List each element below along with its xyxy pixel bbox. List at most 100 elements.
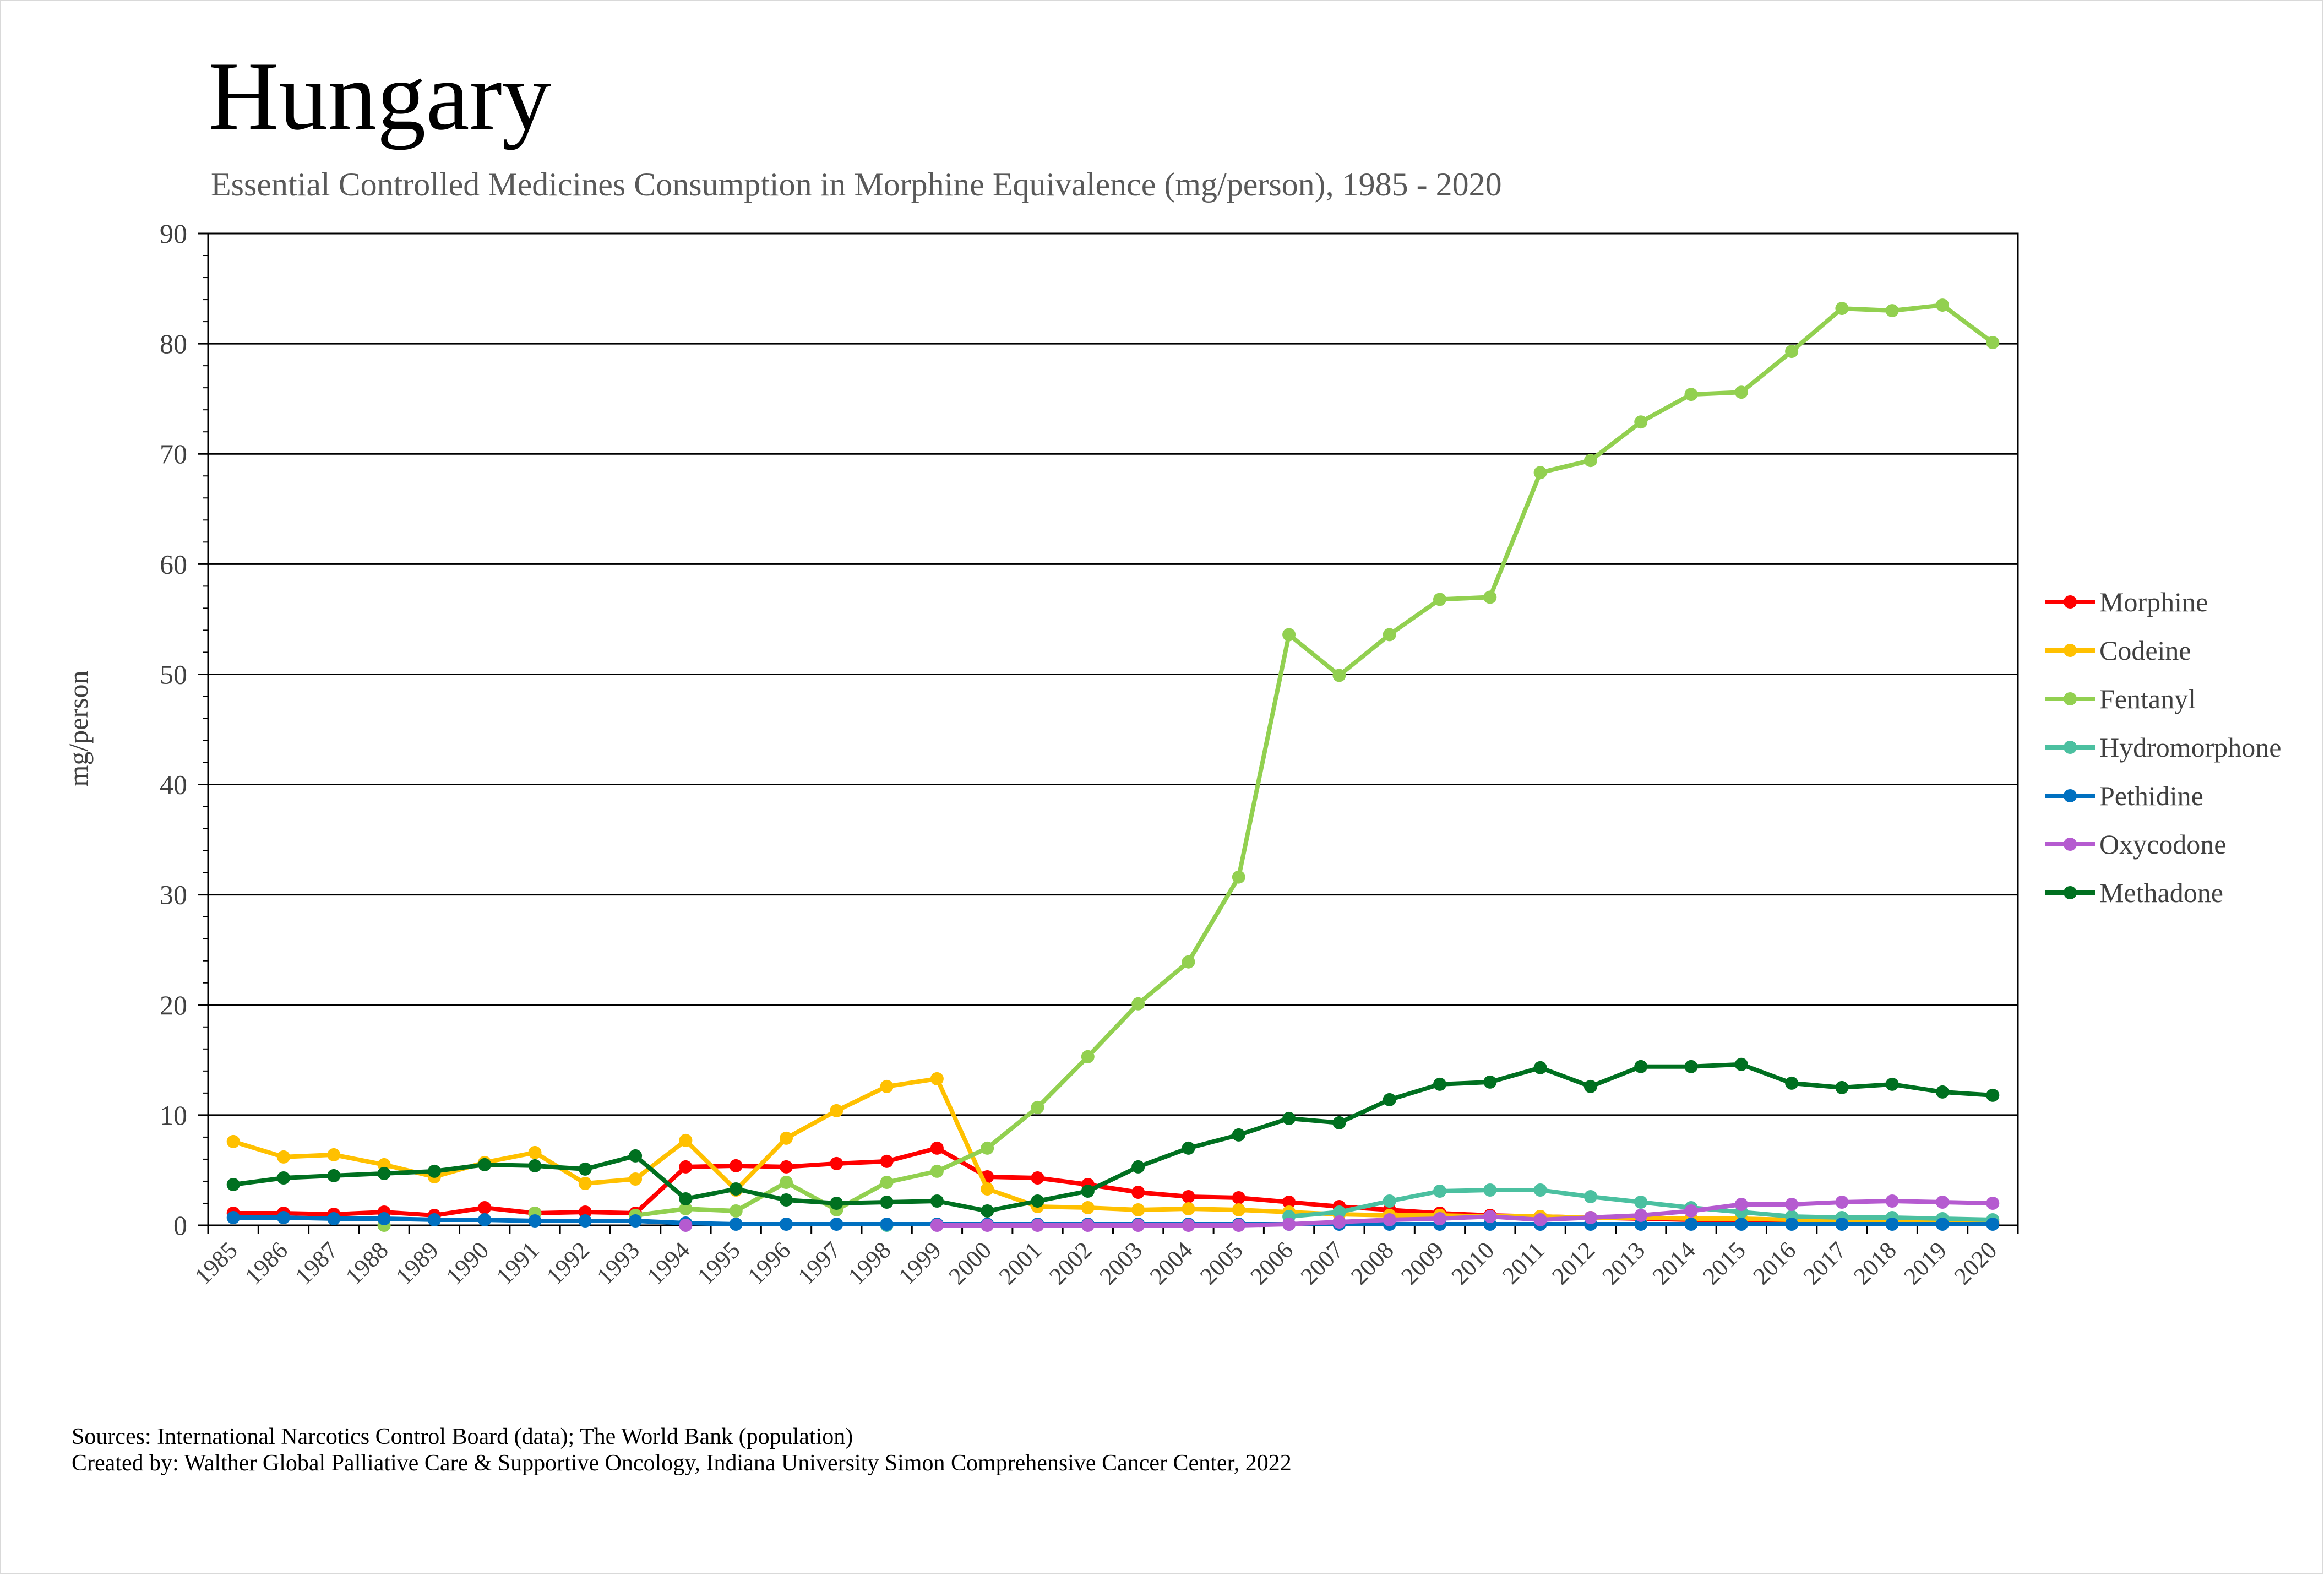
x-tick-label: 2020 — [1949, 1236, 2002, 1290]
x-tick-label: 1992 — [541, 1236, 595, 1290]
data-point-oxycodone — [1986, 1197, 2000, 1210]
data-point-codeine — [830, 1104, 843, 1117]
data-point-morphine — [679, 1160, 693, 1174]
legend-label-oxycodone: Oxycodone — [2099, 829, 2227, 860]
data-point-codeine — [327, 1148, 341, 1161]
data-point-fentanyl — [1131, 997, 1145, 1011]
legend-marker-hydromorphone — [2064, 741, 2077, 754]
x-tick-label: 2002 — [1044, 1236, 1097, 1290]
legend-marker-pethidine — [2064, 789, 2077, 802]
data-point-pethidine — [830, 1218, 843, 1231]
x-tick-label: 2006 — [1245, 1236, 1298, 1290]
data-point-methadone — [679, 1192, 693, 1205]
y-tick-label: 70 — [160, 438, 187, 469]
data-point-fentanyl — [981, 1141, 994, 1155]
legend-label-fentanyl: Fentanyl — [2099, 683, 2196, 714]
x-tick-label: 1990 — [440, 1236, 494, 1290]
data-point-hydromorphone — [1483, 1183, 1497, 1197]
data-point-oxycodone — [1081, 1219, 1095, 1232]
data-point-oxycodone — [1433, 1212, 1446, 1225]
data-point-fentanyl — [1986, 336, 2000, 350]
data-point-codeine — [679, 1133, 693, 1147]
y-tick-label: 20 — [160, 990, 187, 1020]
x-tick-label: 1995 — [692, 1236, 745, 1290]
data-point-fentanyl — [1583, 454, 1597, 468]
data-point-oxycodone — [1835, 1196, 1849, 1209]
data-point-pethidine — [780, 1218, 793, 1231]
data-point-pethidine — [1734, 1218, 1748, 1231]
data-point-oxycodone — [1734, 1198, 1748, 1211]
series-line-oxycodone — [934, 1199, 1995, 1228]
series-line-codeine — [231, 1076, 1995, 1224]
data-point-morphine — [478, 1201, 492, 1214]
gridlines — [208, 232, 2018, 1116]
data-point-pethidine — [578, 1214, 592, 1228]
x-tick-label: 2015 — [1697, 1236, 1751, 1290]
data-point-morphine — [930, 1141, 944, 1155]
data-point-codeine — [780, 1131, 793, 1145]
legend-marker-oxycodone — [2064, 838, 2077, 851]
series-line-methadone — [231, 1062, 1995, 1213]
data-point-oxycodone — [930, 1219, 944, 1232]
x-tick-label: 2010 — [1446, 1236, 1499, 1290]
x-tick-label: 2009 — [1396, 1236, 1449, 1290]
data-point-oxycodone — [1785, 1198, 1799, 1211]
data-point-pethidine — [1936, 1218, 1949, 1231]
data-point-pethidine — [528, 1214, 542, 1228]
data-point-oxycodone — [1332, 1215, 1346, 1229]
data-point-methadone — [930, 1194, 944, 1208]
data-point-fentanyl — [1332, 669, 1346, 682]
data-point-oxycodone — [1182, 1219, 1195, 1232]
x-tick-label: 1994 — [642, 1236, 695, 1290]
data-point-hydromorphone — [1433, 1185, 1446, 1198]
data-point-methadone — [1734, 1057, 1748, 1071]
chart-title: Hungary — [208, 41, 551, 150]
x-tick-label: 2016 — [1748, 1236, 1801, 1290]
y-tick-label: 90 — [160, 218, 187, 249]
data-point-morphine — [880, 1154, 894, 1168]
x-tick-label: 2003 — [1094, 1236, 1147, 1290]
x-tick-label: 2000 — [943, 1236, 997, 1290]
x-tick-label: 2018 — [1848, 1236, 1902, 1290]
data-point-codeine — [1081, 1201, 1095, 1214]
data-point-methadone — [1684, 1060, 1698, 1073]
data-point-fentanyl — [1282, 628, 1296, 642]
data-point-methadone — [277, 1171, 290, 1185]
data-point-methadone — [1835, 1080, 1849, 1094]
data-point-oxycodone — [1684, 1204, 1698, 1218]
x-tick-label: 1989 — [390, 1236, 444, 1290]
data-point-fentanyl — [1232, 870, 1245, 884]
data-point-fentanyl — [880, 1176, 894, 1189]
data-point-fentanyl — [1483, 590, 1497, 604]
data-point-morphine — [1031, 1171, 1044, 1185]
data-point-pethidine — [377, 1212, 391, 1225]
data-point-pethidine — [1835, 1218, 1849, 1231]
data-point-hydromorphone — [1332, 1205, 1346, 1219]
data-point-methadone — [427, 1164, 441, 1178]
data-point-morphine — [780, 1160, 793, 1174]
plot-border — [207, 232, 2019, 1226]
data-point-methadone — [780, 1193, 793, 1207]
data-point-methadone — [629, 1149, 643, 1163]
data-point-oxycodone — [1031, 1219, 1044, 1232]
y-tick-label: 50 — [160, 659, 187, 689]
footer-sources: Sources: International Narcotics Control… — [72, 1424, 853, 1449]
data-point-morphine — [1182, 1190, 1195, 1203]
data-point-methadone — [377, 1166, 391, 1180]
data-point-oxycodone — [1131, 1219, 1145, 1232]
data-point-fentanyl — [729, 1204, 743, 1218]
data-point-fentanyl — [1936, 298, 1949, 312]
data-point-hydromorphone — [1383, 1194, 1396, 1208]
y-tick-label: 0 — [173, 1210, 187, 1241]
data-point-morphine — [1131, 1186, 1145, 1199]
legend: Morphine Codeine Fentanyl Hydromorphone Peth… — [2045, 586, 2282, 908]
data-point-methadone — [1031, 1194, 1044, 1208]
data-point-pethidine — [1986, 1218, 2000, 1231]
data-point-hydromorphone — [1583, 1190, 1597, 1203]
data-point-methadone — [1081, 1185, 1095, 1198]
legend-label-pethidine: Pethidine — [2099, 780, 2203, 811]
y-tick-label: 30 — [160, 879, 187, 910]
y-tick-label: 40 — [160, 769, 187, 800]
data-point-pethidine — [226, 1211, 240, 1224]
